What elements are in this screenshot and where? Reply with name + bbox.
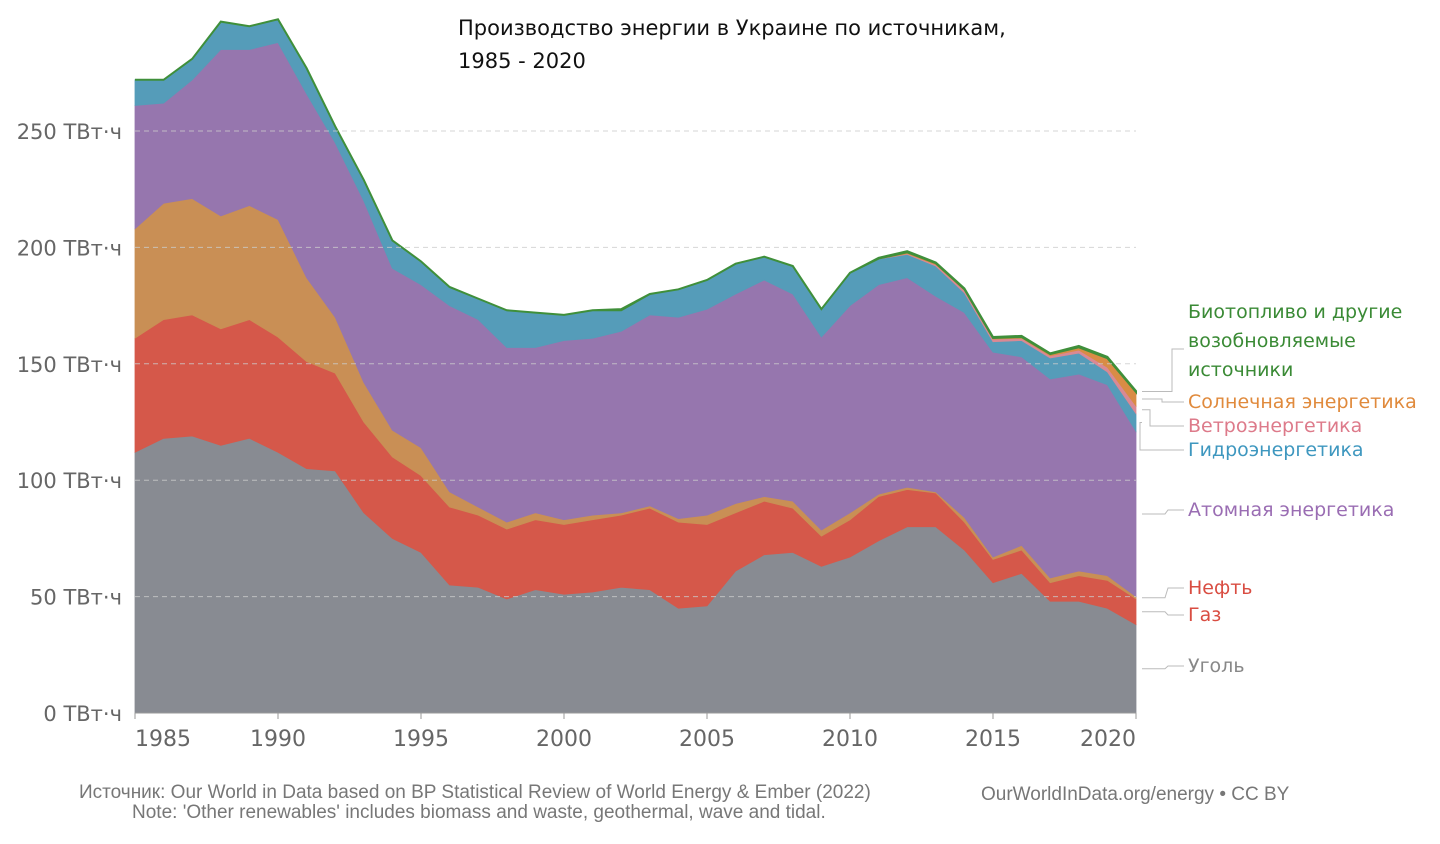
x-tick-label: 2015 — [965, 727, 1021, 752]
title-line-2: 1985 - 2020 — [458, 49, 586, 73]
y-tick-label: 50 ТВт·ч — [30, 586, 122, 610]
x-tick-label: 1985 — [135, 727, 191, 752]
y-tick-label: 150 ТВт·ч — [17, 353, 122, 377]
y-tick-label: 100 ТВт·ч — [17, 469, 122, 493]
credit-link[interactable]: OurWorldInData.org/energy • CC BY — [981, 784, 1290, 805]
y-tick-label: 200 ТВт·ч — [17, 236, 122, 260]
note-text: Note: 'Other renewables' includes biomas… — [132, 802, 826, 823]
legend-connector — [1142, 409, 1184, 427]
legend-label: Биотопливо и другие — [1188, 301, 1402, 323]
x-tick-label: 1990 — [250, 727, 306, 752]
legend-label: возобновляемые — [1188, 330, 1356, 352]
y-tick-label: 0 ТВт·ч — [43, 702, 122, 726]
legend-connector — [1142, 509, 1184, 515]
legend-connector — [1142, 611, 1184, 616]
legend-connector — [1142, 665, 1184, 670]
title-line-1: Производство энергии в Украине по источн… — [458, 16, 1006, 40]
x-tick-label: 2000 — [536, 727, 592, 752]
x-tick-label: 2005 — [679, 727, 735, 752]
legend-label: Ветроэнергетика — [1188, 415, 1362, 437]
legend-connector — [1139, 421, 1184, 451]
legend-connector — [1142, 398, 1184, 403]
area-7 — [135, 18, 1137, 395]
legend-label: Солнечная энергетика — [1188, 391, 1417, 413]
legend-label: Нефть — [1188, 577, 1253, 599]
legend-label: Уголь — [1188, 655, 1245, 677]
legend-label: источники — [1188, 359, 1293, 381]
legend-connector — [1142, 587, 1184, 599]
legend-label: Атомная энергетика — [1188, 499, 1394, 521]
legend-label: Газ — [1188, 604, 1221, 626]
x-tick-label: 2010 — [822, 727, 878, 752]
source-text: Источник: Our World in Data based on BP … — [79, 782, 871, 803]
chart-title: Производство энергии в Украине по источн… — [458, 12, 1006, 78]
x-tick-label: 2020 — [1080, 727, 1136, 752]
legend-connector — [1142, 348, 1184, 393]
x-tick-label: 1995 — [393, 727, 449, 752]
legend-label: Гидроэнергетика — [1188, 439, 1364, 461]
y-tick-label: 250 ТВт·ч — [17, 120, 122, 144]
